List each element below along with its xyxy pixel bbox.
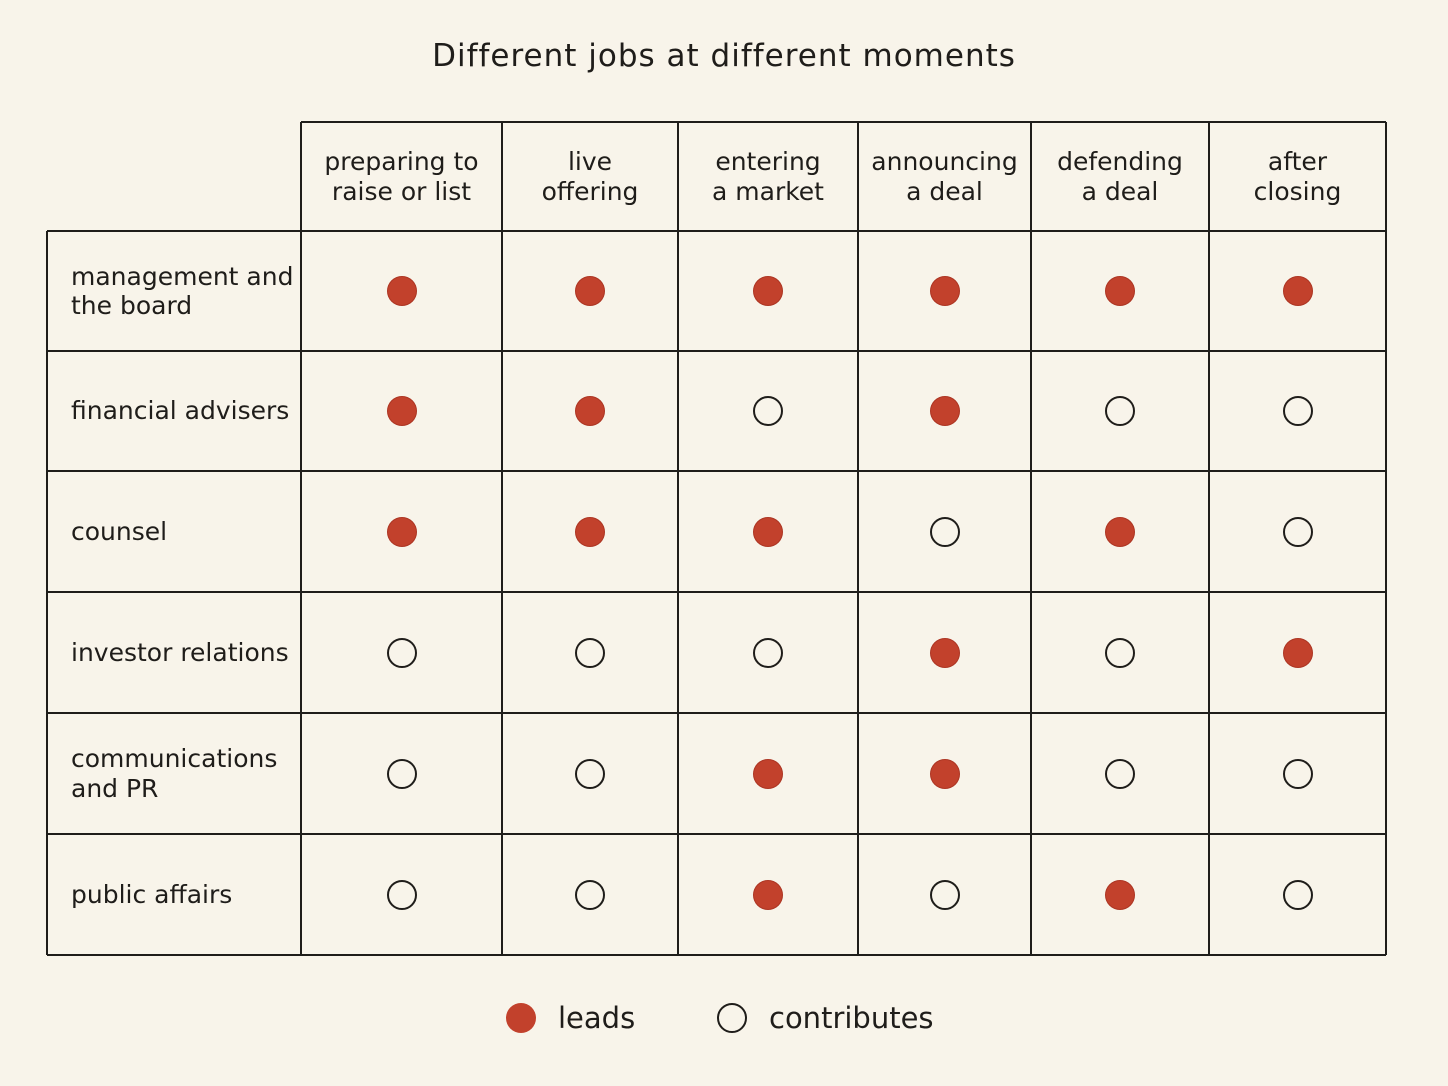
contribute-circle-icon <box>929 879 960 910</box>
legend-leads-label: leads <box>558 1001 636 1035</box>
row-header: financial advisers <box>71 396 290 426</box>
vertical-grid-line <box>857 122 859 955</box>
vertical-grid-line <box>677 122 679 955</box>
lead-dot-icon <box>386 396 417 426</box>
lead-dot-icon <box>929 396 960 426</box>
lead-dot-icon <box>929 276 960 306</box>
row-header: communications and PR <box>71 744 278 803</box>
vertical-grid-line <box>1030 122 1032 955</box>
contribute-circle-icon <box>1105 758 1135 789</box>
lead-dot-icon <box>1282 276 1313 306</box>
legend-contributes: contributes <box>717 994 934 1042</box>
horizontal-grid-line <box>47 712 1386 714</box>
column-header: announcing a deal <box>871 147 1018 206</box>
lead-dot-icon <box>575 396 605 426</box>
horizontal-grid-line <box>47 833 1386 835</box>
header-top-line <box>301 121 1386 123</box>
contribute-circle-icon <box>753 396 783 426</box>
vertical-grid-line <box>501 122 503 955</box>
contribute-circle-icon <box>1105 637 1135 668</box>
contributes-marker-icon <box>717 1003 747 1033</box>
lead-dot-icon <box>386 516 417 547</box>
legend-contributes-label: contributes <box>769 1001 934 1035</box>
column-header: live offering <box>541 147 639 206</box>
lead-dot-icon <box>386 276 417 306</box>
column-header: defending a deal <box>1057 147 1183 206</box>
lead-dot-icon <box>575 516 605 547</box>
lead-dot-icon <box>575 276 605 306</box>
lead-dot-icon <box>753 276 783 306</box>
contribute-circle-icon <box>1282 758 1313 789</box>
contribute-circle-icon <box>386 879 417 910</box>
lead-dot-icon <box>753 758 783 789</box>
row-header: management and the board <box>71 261 294 321</box>
lead-dot-icon <box>753 516 783 547</box>
contribute-circle-icon <box>575 879 605 910</box>
legend-leads: leads <box>506 994 635 1042</box>
lead-dot-icon <box>1282 637 1313 668</box>
column-header: entering a market <box>712 147 824 206</box>
contribute-circle-icon <box>1105 396 1135 426</box>
contribute-circle-icon <box>575 758 605 789</box>
contribute-circle-icon <box>575 637 605 668</box>
lead-dot-icon <box>929 637 960 668</box>
horizontal-grid-line <box>47 591 1386 593</box>
column-header: after closing <box>1253 147 1342 206</box>
vertical-grid-line <box>1208 122 1210 955</box>
contribute-circle-icon <box>1282 516 1313 547</box>
horizontal-grid-line <box>47 230 1386 232</box>
vertical-grid-line <box>300 122 302 955</box>
lead-dot-icon <box>1105 516 1135 547</box>
row-header: public affairs <box>71 879 233 909</box>
lead-dot-icon <box>753 879 783 910</box>
horizontal-grid-line <box>47 954 1386 956</box>
contribute-circle-icon <box>753 637 783 668</box>
page-title: Different jobs at different moments <box>432 38 1016 74</box>
lead-dot-icon <box>1105 879 1135 910</box>
contribute-circle-icon <box>929 516 960 547</box>
horizontal-grid-line <box>47 350 1386 352</box>
horizontal-grid-line <box>47 470 1386 472</box>
lead-dot-icon <box>929 758 960 789</box>
leads-marker-icon <box>506 1003 536 1033</box>
lead-dot-icon <box>1105 276 1135 306</box>
contribute-circle-icon <box>1282 879 1313 910</box>
vertical-grid-line <box>46 231 48 955</box>
row-header: investor relations <box>71 637 289 667</box>
contribute-circle-icon <box>1282 396 1313 426</box>
vertical-grid-line <box>1385 122 1387 955</box>
column-header: preparing to raise or list <box>324 147 479 206</box>
contribute-circle-icon <box>386 758 417 789</box>
row-header: counsel <box>71 516 168 546</box>
contribute-circle-icon <box>386 637 417 668</box>
